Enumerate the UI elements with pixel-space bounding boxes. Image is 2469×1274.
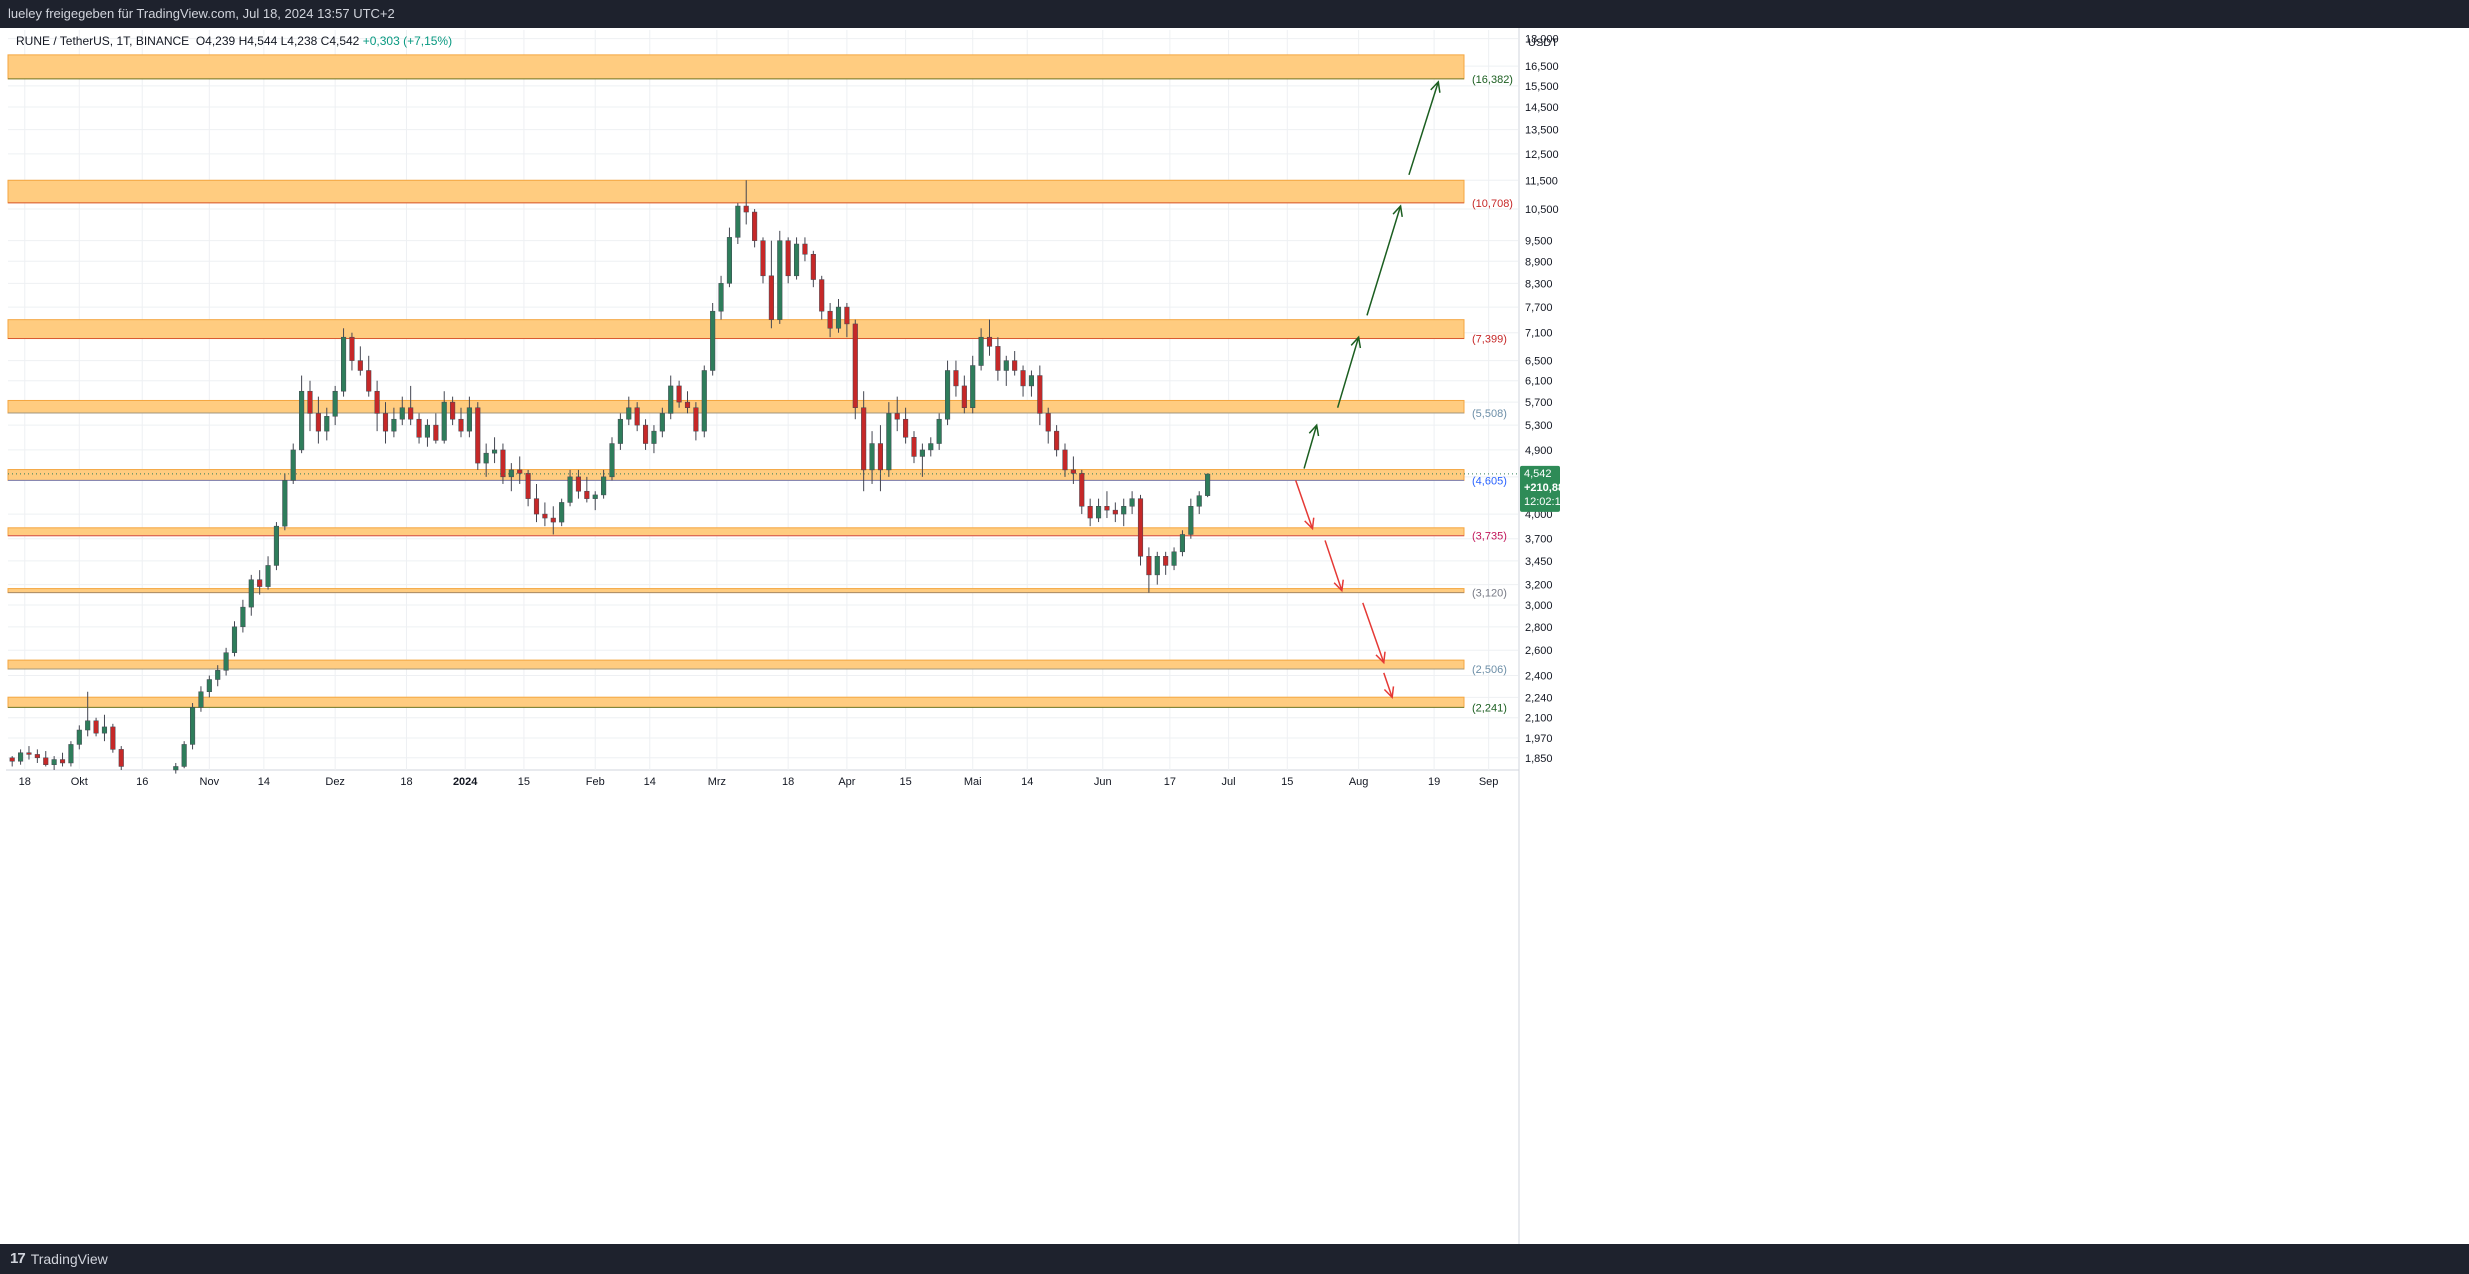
tradingview-brand: TradingView xyxy=(30,1251,108,1267)
footer-bar: 17 TradingView xyxy=(0,1244,2469,1274)
tradingview-logo[interactable]: 17 TradingView xyxy=(10,1244,108,1274)
share-header: lueley freigegeben für TradingView.com, … xyxy=(0,0,2469,28)
legend-low: L4,238 xyxy=(280,34,318,48)
legend-close: C4,542 xyxy=(320,34,360,48)
legend-change: +0,303 (+7,15%) xyxy=(362,34,453,48)
chart-area[interactable] xyxy=(6,28,2463,1244)
symbol-legend: RUNE / TetherUS, 1T, BINANCE O4,239 H4,5… xyxy=(16,34,452,48)
legend-high: H4,544 xyxy=(238,34,278,48)
share-header-text: lueley freigegeben für TradingView.com, … xyxy=(8,6,395,21)
legend-open: O4,239 xyxy=(195,34,236,48)
tradingview-logo-icon: 17 xyxy=(10,1250,26,1267)
symbol-name: RUNE / TetherUS, 1T, BINANCE xyxy=(16,34,190,48)
